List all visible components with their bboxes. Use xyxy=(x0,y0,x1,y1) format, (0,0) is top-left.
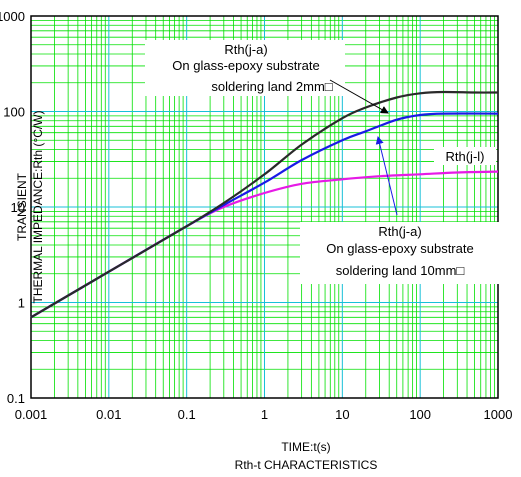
y-axis-label-line2: THERMAL IMPEDANCE:Rth (°C/W) xyxy=(31,110,45,303)
x-tick-label: 0.001 xyxy=(15,407,48,422)
x-tick-label: 100 xyxy=(409,407,431,422)
x-tick-label: 1000 xyxy=(484,407,513,422)
annotation-10mm-line3: soldering land 10mm□ xyxy=(336,263,465,278)
annotation-10mm-arrow xyxy=(375,136,398,216)
annotation-10mm-box xyxy=(300,222,500,284)
chart-title: Rth-t CHARACTERISTICS xyxy=(235,458,378,472)
annotation-jl-label: Rth(j-l) xyxy=(446,149,485,164)
x-tick-labels: 0.001 0.01 0.1 1 10 100 1000 xyxy=(15,407,513,422)
y-tick-label: 1000 xyxy=(0,9,25,24)
series-line-0 xyxy=(30,90,499,319)
annotation-2mm-arrow xyxy=(329,79,389,114)
annotation-10mm-line2: On glass-epoxy substrate xyxy=(326,241,473,256)
annotation-2mm-line3: soldering land 2mm□ xyxy=(211,79,332,94)
y-tick-label: 10 xyxy=(11,200,25,215)
x-tick-label: 0.01 xyxy=(96,407,121,422)
x-tick-label: 10 xyxy=(335,407,349,422)
y-tick-label: 100 xyxy=(3,105,25,120)
series-layer xyxy=(30,90,499,319)
x-tick-label: 1 xyxy=(261,407,268,422)
y-tick-labels: 0.1 1 10 100 1000 xyxy=(0,9,25,406)
annotation-2mm-line1: Rth(j-a) xyxy=(224,42,267,57)
annotation-jl-box xyxy=(434,147,496,165)
y-axis-label-line1: TRANSIENT xyxy=(15,172,29,241)
x-tick-label: 0.1 xyxy=(178,407,196,422)
annotation-2mm-box xyxy=(145,40,345,96)
y-tick-label: 0.1 xyxy=(7,391,25,406)
x-axis-label: TIME:t(s) xyxy=(281,440,330,454)
annotation-2mm-line2: On glass-epoxy substrate xyxy=(172,58,319,73)
plot-frame xyxy=(30,15,499,399)
y-tick-label: 1 xyxy=(18,296,25,311)
annotation-10mm-line1: Rth(j-a) xyxy=(378,224,421,239)
